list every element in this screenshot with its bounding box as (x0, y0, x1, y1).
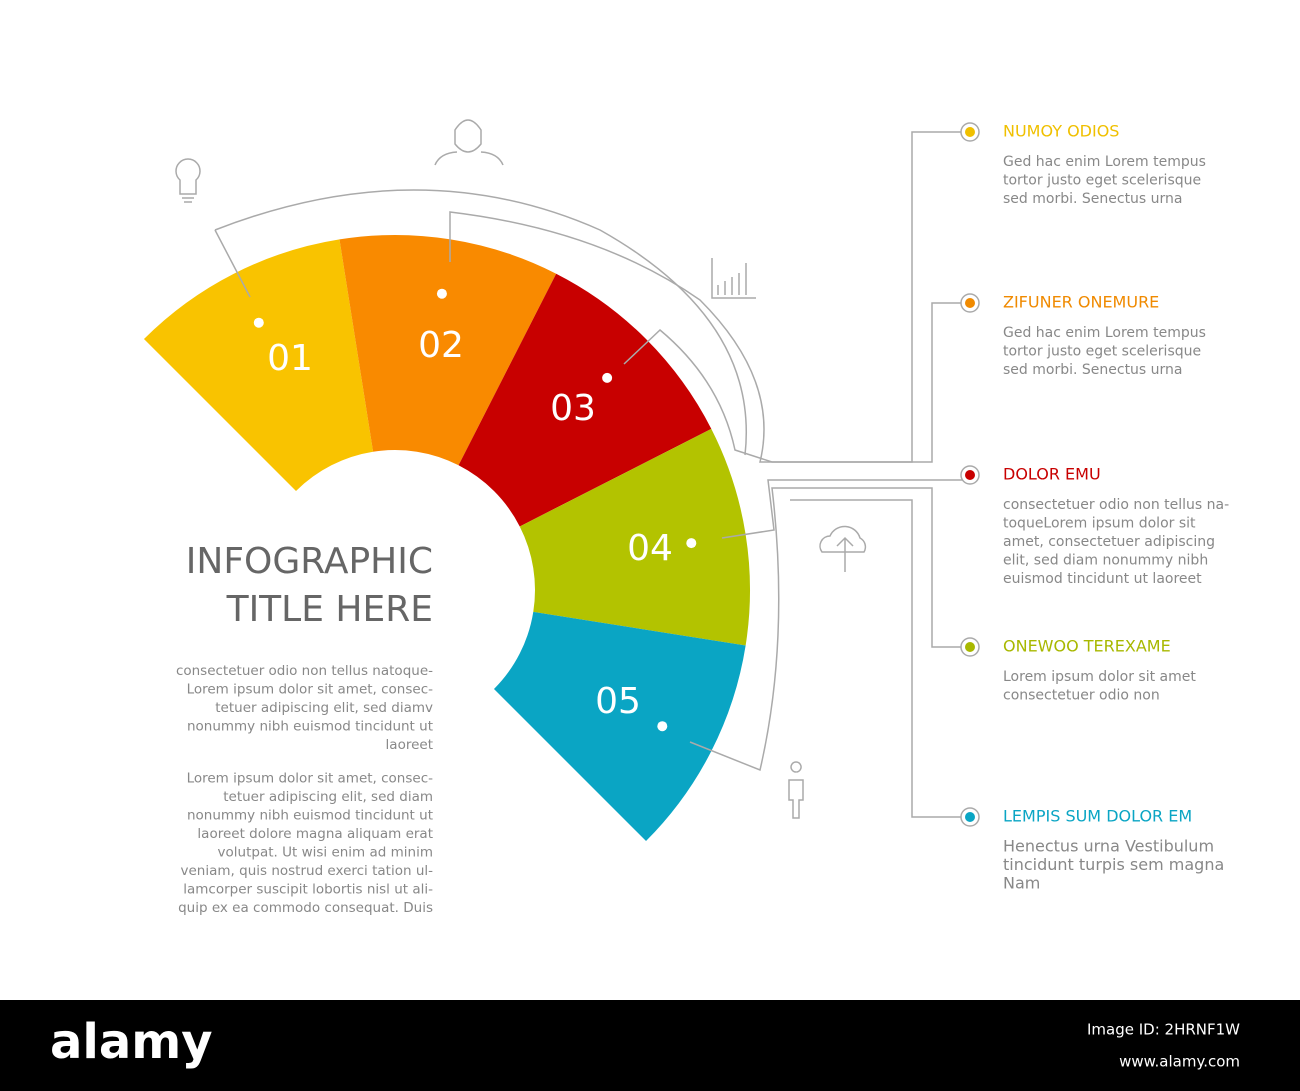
item-body-line: sed morbi. Senectus urna (1003, 191, 1183, 207)
segment-dot (657, 721, 668, 732)
segment-label: 04 (627, 528, 673, 569)
item-dot (965, 812, 975, 822)
segment-label: 01 (267, 338, 313, 379)
item-body-line: consectetuer odio non (1003, 688, 1160, 704)
footer-brand: alamy (50, 1014, 213, 1070)
item-dot (965, 127, 975, 137)
paragraph-line: laoreet dolore magna aliquam erat (197, 826, 433, 842)
item-body-line: euismod tincidunt ut laoreet (1003, 571, 1202, 587)
segment (493, 611, 746, 842)
paragraph-line: laoreet (386, 737, 433, 753)
paragraph-line: volutpat. Ut wisi enim ad minim (218, 845, 433, 861)
item-body-line: tincidunt turpis sem magna (1003, 855, 1224, 874)
item-body-line: Ged hac enim Lorem tempus (1003, 325, 1206, 341)
item-body-line: sed morbi. Senectus urna (1003, 362, 1183, 378)
paragraph-line: quip ex ea commodo consequat. Duis (178, 900, 433, 916)
right-items: NUMOY ODIOS Ged hac enim Lorem tempus tort… (960, 122, 1229, 893)
footer-id: Image ID: 2HRNF1W (1087, 1021, 1240, 1039)
left-text: INFOGRAPHIC TITLE HERE consectetuer odio n… (176, 541, 433, 916)
item-body-line: Lorem ipsum dolor sit amet (1003, 669, 1196, 685)
segment (519, 428, 750, 646)
footer-bar (0, 1000, 1300, 1091)
title: INFOGRAPHIC (186, 541, 433, 582)
item-body-line: toqueLorem ipsum dolor sit (1003, 516, 1196, 532)
paragraph-line: lamcorper suscipit lobortis nisl ut ali- (183, 882, 433, 898)
paragraph-line: nonummy nibh euismod tincidunt ut (187, 719, 433, 735)
segment (458, 273, 712, 527)
segment-dot (686, 538, 697, 549)
segment-dot (602, 372, 613, 383)
item-dot (965, 298, 975, 308)
item-body-line: Ged hac enim Lorem tempus (1003, 154, 1206, 170)
item-body-line: tortor justo eget scelerisque (1003, 344, 1201, 360)
paragraph-line: Lorem ipsum dolor sit amet, consec- (187, 771, 434, 787)
segment-dot (436, 288, 447, 299)
segment (143, 239, 374, 492)
item-body-line: elit, sed diam nonummy nibh (1003, 553, 1208, 569)
paragraph-line: Lorem ipsum dolor sit amet, consec- (187, 682, 434, 698)
paragraph-line: veniam, quis nostrud exerci tation ul- (181, 863, 434, 879)
paragraph-line: tetuer adipiscing elit, sed diam (223, 789, 433, 805)
item-dot (965, 642, 975, 652)
item-body-line: Nam (1003, 874, 1040, 893)
segment-label: 02 (418, 325, 464, 366)
item-body-line: amet, consectetuer adipiscing (1003, 534, 1215, 550)
segment-dot (253, 317, 264, 328)
item-heading: ONEWOO TEREXAME (1003, 637, 1171, 656)
item-body-line: Henectus urna Vestibulum (1003, 837, 1214, 856)
segment-label: 05 (595, 681, 641, 722)
item-body-line: consectetuer odio non tellus na- (1003, 497, 1229, 513)
title: TITLE HERE (226, 589, 433, 630)
connectors (214, 131, 963, 818)
footer-url: www.alamy.com (1119, 1053, 1240, 1071)
item-heading: ZIFUNER ONEMURE (1003, 293, 1159, 312)
segment (339, 235, 557, 466)
item-heading: NUMOY ODIOS (1003, 122, 1119, 141)
icons (175, 119, 867, 819)
paragraph-line: consectetuer odio non tellus natoque- (176, 663, 433, 679)
item-heading: LEMPIS SUM DOLOR EM (1003, 807, 1192, 826)
item-dot (965, 470, 975, 480)
segments: 01 02 03 04 05 (143, 235, 750, 842)
paragraph-line: nonummy nibh euismod tincidunt ut (187, 808, 433, 824)
paragraph-line: tetuer adipiscing elit, sed diamv (215, 700, 433, 716)
segment-label: 03 (550, 388, 596, 429)
item-heading: DOLOR EMU (1003, 465, 1101, 484)
item-body-line: tortor justo eget scelerisque (1003, 173, 1201, 189)
